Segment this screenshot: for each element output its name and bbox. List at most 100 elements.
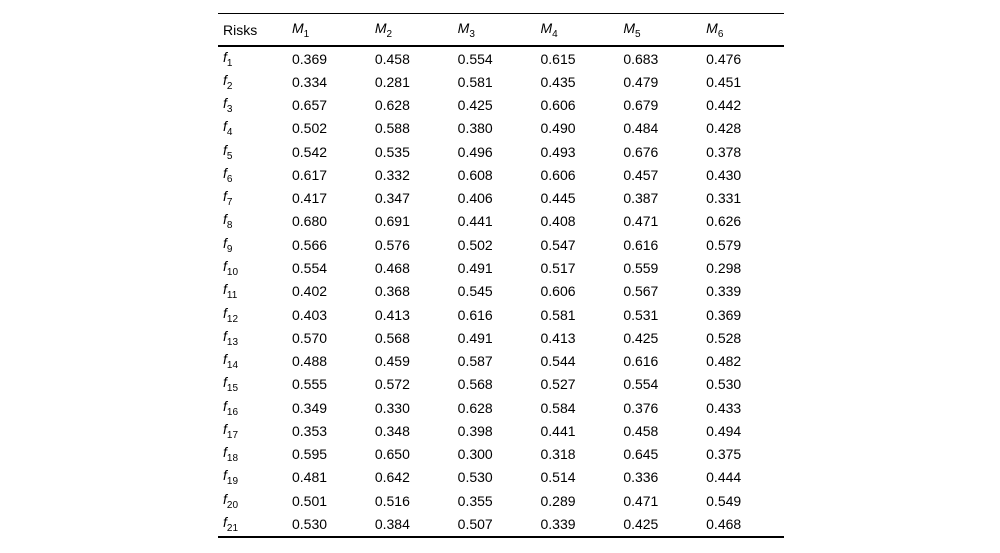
- value-cell: 0.544: [540, 353, 576, 370]
- value-cell: 0.300: [457, 446, 493, 463]
- value-cell: 0.490: [540, 120, 576, 137]
- value-cell: 0.334: [292, 73, 328, 90]
- variable-subscript: 12: [226, 313, 239, 325]
- value-cell: 0.488: [292, 353, 328, 370]
- column-header-m4: M4: [535, 13, 619, 47]
- value-cell: 0.413: [374, 306, 410, 323]
- value-cell: 0.496: [457, 143, 493, 160]
- row-label-f8: f8: [218, 210, 287, 233]
- value-cell: 0.471: [623, 492, 659, 509]
- row-label-f9: f9: [218, 233, 287, 256]
- value-cell: 0.339: [535, 512, 619, 538]
- value-cell: 0.442: [706, 97, 742, 114]
- value-cell: 0.608: [457, 166, 493, 183]
- variable-subscript: 5: [226, 150, 233, 162]
- value-cell: 0.691: [374, 213, 410, 230]
- variable-subscript: 20: [226, 499, 239, 511]
- column-header-m1: M1: [287, 13, 370, 47]
- value-cell: 0.491: [457, 329, 493, 346]
- variable-subscript: 4: [552, 28, 558, 40]
- variable-base: M: [540, 19, 553, 36]
- value-cell: 0.530: [457, 469, 493, 486]
- value-cell: 0.339: [706, 283, 742, 300]
- value-cell: 0.567: [623, 283, 659, 300]
- value-cell: 0.368: [374, 283, 410, 300]
- variable-subscript: 3: [226, 104, 233, 116]
- value-cell: 0.502: [457, 236, 493, 253]
- value-cell: 0.507: [452, 512, 536, 538]
- variable-base: M: [374, 19, 387, 36]
- variable-base: f: [223, 374, 227, 391]
- table-row: f16 0.349 0.330 0.628 0.584 0.376 0.433: [218, 396, 784, 419]
- value-cell: 0.479: [623, 73, 659, 90]
- variable-subscript: 19: [226, 476, 239, 488]
- value-cell: 0.476: [706, 50, 742, 67]
- table-row: f2 0.334 0.281 0.581 0.435 0.479 0.451: [218, 70, 784, 93]
- variable-subscript: 6: [717, 28, 724, 40]
- value-cell: 0.517: [540, 260, 576, 277]
- value-cell: 0.380: [457, 120, 493, 137]
- value-cell: 0.406: [457, 190, 493, 207]
- row-label-f7: f7: [218, 187, 287, 210]
- value-cell: 0.657: [292, 97, 328, 114]
- value-cell: 0.459: [374, 353, 410, 370]
- row-label-f12: f12: [218, 303, 287, 326]
- value-cell: 0.349: [292, 399, 328, 416]
- column-header-risks: Risks: [218, 13, 287, 47]
- table-row: f5 0.542 0.535 0.496 0.493 0.676 0.378: [218, 140, 784, 163]
- variable-base: M: [457, 19, 470, 36]
- table-row: f3 0.657 0.628 0.425 0.606 0.679 0.442: [218, 94, 784, 117]
- value-cell: 0.468: [374, 260, 410, 277]
- value-cell: 0.616: [457, 306, 493, 323]
- variable-subscript: 14: [226, 360, 239, 372]
- value-cell: 0.332: [374, 166, 410, 183]
- value-cell: 0.626: [706, 213, 742, 230]
- value-cell: 0.484: [623, 120, 659, 137]
- variable-base: f: [223, 48, 227, 65]
- row-label-f13: f13: [218, 326, 287, 349]
- variable-subscript: 10: [226, 267, 239, 279]
- value-cell: 0.628: [374, 97, 410, 114]
- value-cell: 0.680: [292, 213, 328, 230]
- value-cell: 0.606: [540, 166, 576, 183]
- variable-subscript: 1: [226, 57, 233, 69]
- variable-base: M: [706, 19, 718, 36]
- table-row: f20 0.501 0.516 0.355 0.289 0.471 0.549: [218, 489, 784, 512]
- variable-base: M: [623, 19, 635, 36]
- row-label-f2: f2: [218, 70, 287, 93]
- column-header-m2: M2: [369, 13, 453, 47]
- value-cell: 0.530: [706, 376, 742, 393]
- row-label-f20: f20: [218, 489, 287, 512]
- value-cell: 0.572: [374, 376, 410, 393]
- value-cell: 0.554: [292, 260, 328, 277]
- value-cell: 0.458: [623, 422, 659, 439]
- table-row: f10 0.554 0.468 0.491 0.517 0.559 0.298: [218, 256, 784, 279]
- row-label-f17: f17: [218, 419, 287, 442]
- variable-subscript: 2: [386, 28, 393, 40]
- row-label-f5: f5: [218, 140, 287, 163]
- variable-subscript: 15: [226, 383, 239, 395]
- variable-base: f: [223, 141, 227, 158]
- value-cell: 0.378: [706, 143, 742, 160]
- value-cell: 0.555: [292, 376, 328, 393]
- column-header-m3: M3: [452, 13, 536, 47]
- value-cell: 0.542: [292, 143, 328, 160]
- variable-subscript: 6: [226, 173, 233, 185]
- table-row: f15 0.555 0.572 0.568 0.527 0.554 0.530: [218, 373, 784, 396]
- value-cell: 0.403: [292, 306, 328, 323]
- variable-base: f: [223, 71, 227, 88]
- value-cell: 0.369: [292, 50, 328, 67]
- row-label-f1: f1: [218, 46, 287, 70]
- value-cell: 0.581: [540, 306, 576, 323]
- value-cell: 0.353: [292, 422, 328, 439]
- value-cell: 0.588: [374, 120, 410, 137]
- variable-base: f: [223, 490, 227, 507]
- value-cell: 0.549: [706, 492, 742, 509]
- value-cell: 0.441: [540, 422, 576, 439]
- value-cell: 0.683: [623, 50, 659, 67]
- value-cell: 0.566: [292, 236, 328, 253]
- value-cell: 0.428: [706, 120, 742, 137]
- row-label-f19: f19: [218, 466, 287, 489]
- value-cell: 0.581: [457, 73, 493, 90]
- variable-subscript: 7: [226, 197, 233, 209]
